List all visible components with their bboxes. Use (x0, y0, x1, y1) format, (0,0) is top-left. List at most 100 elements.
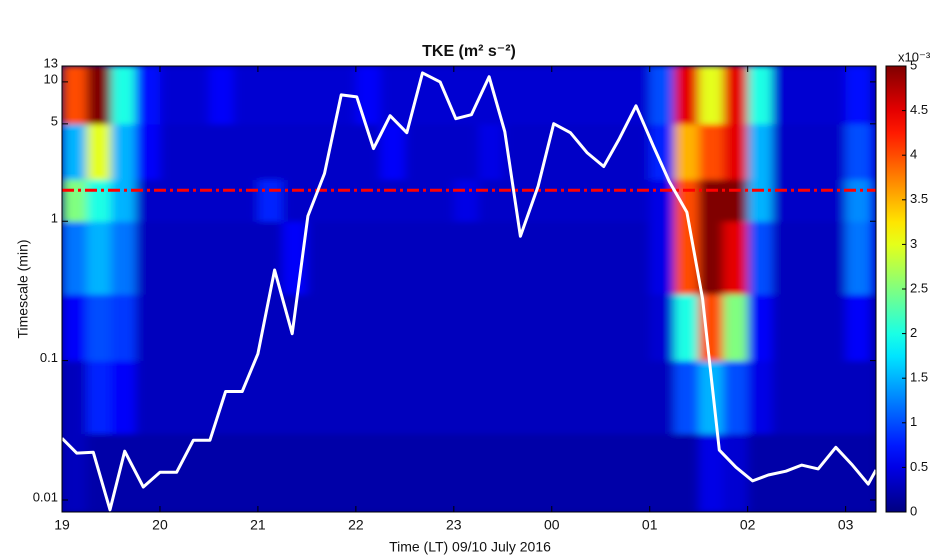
colorbar-tick-label: 2 (910, 325, 917, 340)
heatmap-cell (845, 66, 871, 125)
heatmap-cell (404, 360, 430, 434)
heatmap-cell (208, 221, 234, 295)
colorbar-tick-label: 4 (910, 147, 917, 162)
x-tick-label: 19 (54, 517, 70, 533)
heatmap-cell (62, 360, 87, 434)
heatmap-cell (845, 179, 871, 222)
heatmap-cell (159, 123, 185, 180)
heatmap-cell (600, 221, 626, 295)
heatmap-cell (600, 294, 626, 362)
y-tick-label: 10 (44, 71, 58, 86)
heatmap-cell (282, 433, 308, 512)
heatmap-cell (429, 360, 455, 434)
heatmap-cell (110, 221, 136, 295)
heatmap-cell (576, 360, 602, 434)
heatmap-cell (429, 66, 455, 125)
heatmap-cell (796, 294, 822, 362)
heatmap-cell (649, 360, 675, 434)
heatmap-cell (796, 179, 822, 222)
heatmap-cell (870, 179, 876, 222)
heatmap-cell (747, 433, 773, 512)
heatmap-cells (62, 66, 876, 512)
heatmap-cell (796, 221, 822, 295)
heatmap-cell (674, 433, 700, 512)
heatmap-cell (551, 294, 577, 362)
heatmap-cell (86, 179, 112, 222)
heatmap-cell (821, 221, 847, 295)
plot-frame (61, 65, 877, 513)
heatmap-cell (870, 221, 876, 295)
heatmap-cell (576, 123, 602, 180)
heatmap-cell (845, 123, 871, 180)
heatmap-cell (404, 179, 430, 222)
heatmap-cell (331, 179, 357, 222)
heatmap-cell (453, 221, 479, 295)
heatmap-cell (625, 360, 651, 434)
heatmap-cell (674, 360, 700, 434)
heatmap-cell (380, 66, 406, 125)
heatmap-cell (135, 294, 161, 362)
heatmap-cell (159, 221, 185, 295)
heatmap-cell (429, 179, 455, 222)
heatmap-cell (233, 360, 259, 434)
heatmap-cell (625, 179, 651, 222)
y-tick-label: 0.01 (33, 489, 58, 504)
heatmap-cell (649, 66, 675, 125)
heatmap-cell (257, 360, 283, 434)
colorbar-label: x10⁻³ (898, 49, 931, 64)
heatmap-cell (135, 179, 161, 222)
colorbar-tick-label: 4.5 (910, 102, 928, 117)
heatmap-cell (600, 433, 626, 512)
heatmap-cell (845, 294, 871, 362)
heatmap-cell (478, 433, 504, 512)
heatmap-cell (649, 123, 675, 180)
heatmap-cell (698, 66, 724, 125)
heatmap-cell (331, 123, 357, 180)
heatmap-cell (135, 66, 161, 125)
heatmap-cell (870, 123, 876, 180)
heatmap-cell (551, 66, 577, 125)
heatmap-cell (355, 66, 381, 125)
heatmap-cell (821, 66, 847, 125)
heatmap-cell (233, 179, 259, 222)
heatmap-cell (478, 179, 504, 222)
heatmap-cell (355, 294, 381, 362)
heatmap-cell (86, 221, 112, 295)
heatmap-cell (478, 221, 504, 295)
heatmap-cell (747, 360, 773, 434)
heatmap-cell (282, 360, 308, 434)
heatmap-cell (306, 221, 332, 295)
heatmap-cell (625, 294, 651, 362)
heatmap-cell (257, 433, 283, 512)
heatmap-cell (306, 66, 332, 125)
heatmap-cell (86, 294, 112, 362)
chart-title: TKE (m² s⁻²) (422, 43, 516, 60)
heatmap-cell (110, 294, 136, 362)
heatmap-cell (649, 433, 675, 512)
heatmap-cell (110, 66, 136, 125)
heatmap-cell (257, 66, 283, 125)
heatmap-cell (282, 123, 308, 180)
heatmap-cell (380, 294, 406, 362)
heatmap-cell (723, 179, 749, 222)
heatmap-cell (600, 179, 626, 222)
heatmap-cell (821, 433, 847, 512)
heatmap-cell (404, 294, 430, 362)
heatmap-cell (527, 221, 553, 295)
x-tick-label: 21 (250, 517, 266, 533)
heatmap-cell (184, 221, 210, 295)
x-tick-label: 00 (544, 517, 560, 533)
heatmap-cell (845, 360, 871, 434)
heatmap-cell (62, 123, 87, 180)
heatmap-cell (772, 294, 798, 362)
heatmap-cell (135, 123, 161, 180)
heatmap-cell (110, 123, 136, 180)
heatmap-cell (502, 360, 528, 434)
colorbar-tick-label: 3 (910, 236, 917, 251)
heatmap-cell (649, 221, 675, 295)
heatmap-cell (453, 433, 479, 512)
heatmap-cell (576, 433, 602, 512)
heatmap-cell (453, 179, 479, 222)
heatmap-cell (747, 66, 773, 125)
